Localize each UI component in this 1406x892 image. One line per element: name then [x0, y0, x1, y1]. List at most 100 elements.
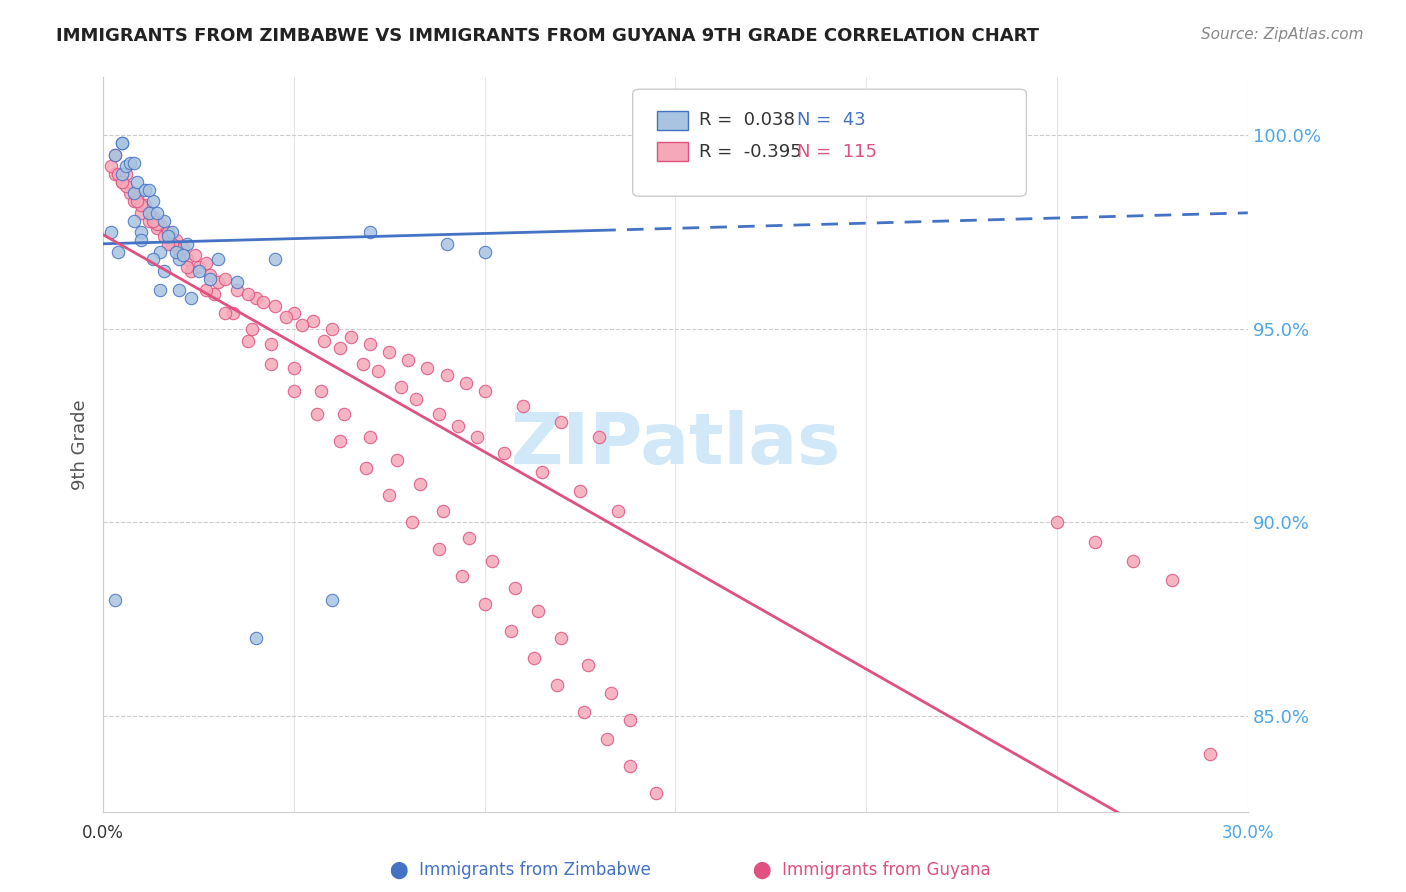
Point: [225, 283, 247, 297]
Point: [111, 175, 134, 189]
Point: [530, 465, 553, 479]
Point: [427, 542, 450, 557]
Point: [427, 407, 450, 421]
Point: [111, 167, 134, 181]
Point: [122, 186, 145, 201]
Point: [236, 287, 259, 301]
Point: [359, 225, 381, 239]
Point: [160, 225, 183, 239]
Point: [481, 554, 503, 568]
Point: [187, 260, 209, 274]
Point: [183, 248, 205, 262]
Point: [619, 759, 641, 773]
Point: [169, 252, 191, 267]
Point: [111, 175, 134, 189]
Point: [260, 357, 283, 371]
Point: [356, 461, 378, 475]
Point: [240, 322, 263, 336]
Point: [156, 236, 179, 251]
Point: [416, 360, 439, 375]
Point: [129, 198, 152, 212]
Point: [492, 446, 515, 460]
Point: [222, 306, 245, 320]
Point: [207, 276, 229, 290]
Point: [1160, 574, 1182, 588]
Point: [450, 569, 472, 583]
Point: [607, 504, 630, 518]
Point: [118, 155, 141, 169]
Text: 30.0%: 30.0%: [1222, 824, 1274, 842]
Point: [1122, 554, 1144, 568]
Point: [176, 236, 198, 251]
Point: [378, 488, 401, 502]
Point: [1084, 534, 1107, 549]
Point: [645, 786, 668, 800]
Point: [176, 252, 198, 267]
Point: [153, 264, 176, 278]
Point: [142, 194, 165, 209]
Point: [172, 248, 194, 262]
Point: [129, 233, 152, 247]
Point: [572, 705, 595, 719]
Point: [138, 213, 160, 227]
Point: [149, 283, 172, 297]
Point: [252, 294, 274, 309]
Point: [1198, 747, 1220, 762]
Point: [103, 148, 125, 162]
Point: [107, 167, 129, 181]
Y-axis label: 9th Grade: 9th Grade: [72, 400, 89, 491]
Point: [115, 178, 138, 193]
Point: [156, 225, 179, 239]
Point: [142, 252, 165, 267]
Point: [195, 283, 218, 297]
Point: [176, 260, 198, 274]
Point: [501, 624, 523, 638]
Point: [588, 430, 610, 444]
Point: [329, 341, 352, 355]
Point: [160, 236, 183, 251]
Point: [118, 186, 141, 201]
Point: [503, 581, 526, 595]
Point: [103, 592, 125, 607]
Point: [107, 244, 129, 259]
Point: [523, 650, 546, 665]
Point: [122, 213, 145, 227]
Point: [142, 210, 165, 224]
Point: [276, 310, 298, 325]
Point: [546, 678, 568, 692]
Point: [378, 345, 401, 359]
Point: [321, 322, 343, 336]
Point: [309, 384, 332, 398]
Point: [283, 306, 305, 320]
Point: [283, 360, 305, 375]
Point: [550, 415, 572, 429]
Point: [599, 685, 621, 699]
Text: 0.0%: 0.0%: [82, 824, 124, 842]
Point: [103, 167, 125, 181]
Point: [115, 160, 138, 174]
Point: [169, 283, 191, 297]
Point: [340, 329, 363, 343]
Text: R =  0.038: R = 0.038: [699, 112, 794, 129]
Point: [187, 264, 209, 278]
Point: [180, 264, 202, 278]
Point: [198, 268, 221, 282]
Point: [260, 337, 283, 351]
Point: [195, 256, 218, 270]
Point: [321, 592, 343, 607]
Text: N =  43: N = 43: [797, 112, 866, 129]
Point: [454, 376, 477, 390]
Text: ZIPatlas: ZIPatlas: [510, 410, 841, 480]
Point: [202, 287, 225, 301]
Point: [527, 604, 550, 618]
Point: [138, 183, 160, 197]
Text: Source: ZipAtlas.com: Source: ZipAtlas.com: [1201, 27, 1364, 42]
Point: [111, 136, 134, 151]
Text: ⬤  Immigrants from Guyana: ⬤ Immigrants from Guyana: [752, 861, 991, 879]
Point: [169, 244, 191, 259]
Point: [134, 198, 156, 212]
Point: [432, 504, 454, 518]
Point: [290, 318, 312, 332]
Point: [129, 225, 152, 239]
Point: [359, 430, 381, 444]
